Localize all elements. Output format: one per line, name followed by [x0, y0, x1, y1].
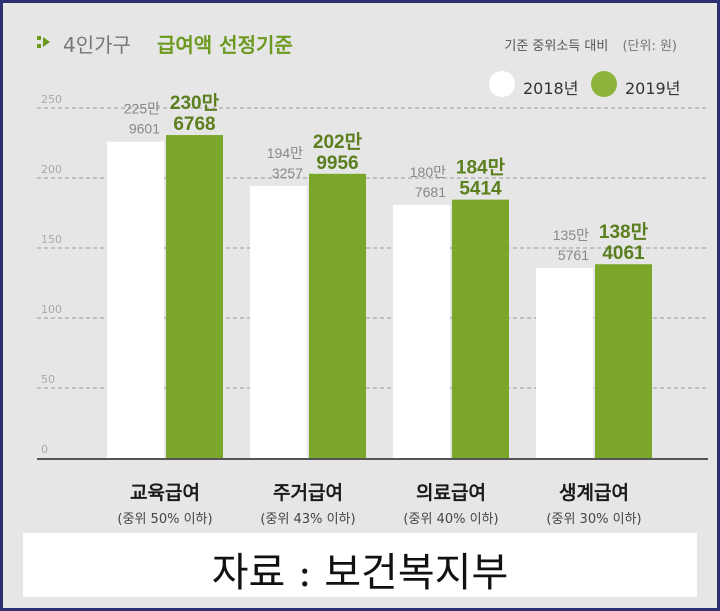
data-label-2018-top: 194만 [267, 145, 303, 161]
category-sublabel: (중위 43% 이하) [260, 512, 355, 527]
y-tick-label: 50 [41, 373, 55, 386]
source-box: 자료 : 보건복지부 [23, 533, 697, 597]
category-sublabel: (중위 40% 이하) [403, 512, 498, 527]
y-tick-label: 250 [41, 93, 62, 106]
category-sublabel: (중위 50% 이하) [117, 512, 212, 527]
bar-2019 [452, 199, 509, 459]
bar-2018 [393, 204, 450, 458]
data-label-2019-bottom: 9956 [316, 153, 358, 174]
bar-2019 [595, 264, 652, 458]
arrow-bullet-icon [37, 36, 50, 48]
category-label: 주거급여 [273, 482, 343, 504]
category-label: 생계급여 [559, 482, 629, 504]
legend-swatch-2019 [591, 71, 617, 97]
bar-2019 [166, 135, 223, 458]
data-label-2018-bottom: 7681 [415, 184, 446, 200]
bar-2018 [536, 268, 593, 458]
title-main: 급여액 선정기준 [157, 33, 293, 57]
data-label-2019-top: 202만 [313, 131, 363, 153]
data-label-2019-top: 138만 [599, 221, 649, 243]
unit-label: (단위: 원) [622, 39, 677, 54]
legend-label-2018: 2018년 [523, 79, 579, 98]
data-label-2019-bottom: 4061 [602, 243, 645, 264]
title-prefix: 4인가구 [63, 33, 131, 57]
category-label: 의료급여 [416, 482, 486, 504]
data-label-2018-top: 180만 [410, 164, 446, 180]
data-label-2018-top: 225만 [124, 101, 160, 117]
data-label-2019-bottom: 6768 [173, 114, 215, 135]
data-label-2018-bottom: 5761 [558, 247, 589, 263]
y-tick-label: 150 [41, 233, 62, 246]
data-label-2019-top: 230만 [170, 92, 220, 114]
legend-swatch-2018 [489, 71, 515, 97]
category-sublabel: (중위 30% 이하) [546, 512, 641, 527]
bar-2018 [107, 141, 164, 458]
y-tick-label: 200 [41, 163, 62, 176]
bar-2018 [250, 185, 307, 458]
y-tick-label: 100 [41, 303, 62, 316]
legend-label-2019: 2019년 [625, 79, 681, 98]
data-label-2018-bottom: 9601 [129, 121, 160, 137]
y-tick-label: 0 [41, 443, 48, 456]
data-label-2018-bottom: 3257 [272, 165, 303, 181]
data-label-2019-top: 184만 [456, 157, 506, 179]
bar-2019 [309, 173, 366, 458]
category-label: 교육급여 [130, 482, 200, 504]
unit-note: 기준 중위소득 대비 (단위: 원) [504, 35, 677, 54]
unit-basis: 기준 중위소득 대비 [504, 39, 609, 54]
data-label-2019-bottom: 5414 [459, 179, 502, 200]
data-label-2018-top: 135만 [553, 227, 589, 243]
source-text: 자료 : 보건복지부 [211, 550, 509, 596]
